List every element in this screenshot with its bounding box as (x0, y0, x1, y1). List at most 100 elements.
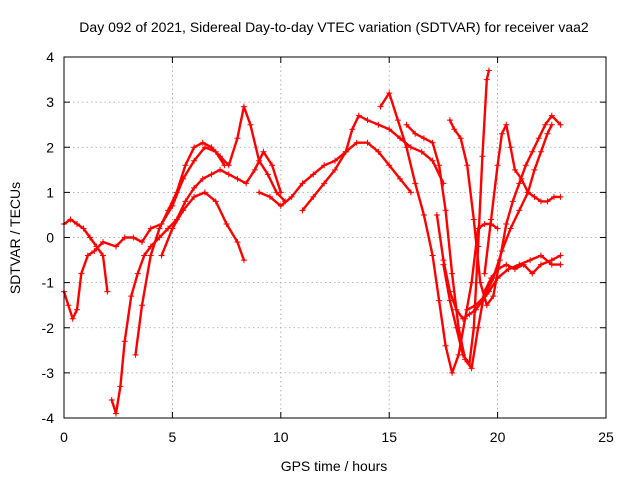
data-point (516, 261, 523, 268)
data-point (516, 207, 523, 214)
x-tick-label: 15 (381, 429, 397, 445)
data-point (128, 293, 135, 300)
y-tick-label: 3 (46, 94, 54, 110)
data-point (332, 157, 338, 164)
data-point (299, 207, 306, 214)
y-tick-label: -3 (42, 365, 55, 381)
data-series (61, 67, 564, 417)
data-point (69, 315, 76, 322)
data-point (375, 148, 382, 155)
data-point (557, 121, 564, 128)
data-point (442, 342, 449, 349)
series-line-4 (134, 105, 287, 356)
data-point (503, 121, 510, 128)
data-point (507, 225, 514, 232)
data-point (121, 234, 128, 241)
data-point (522, 162, 529, 169)
data-point (433, 211, 440, 218)
data-point (130, 234, 137, 241)
data-point (498, 130, 505, 137)
data-point (182, 198, 189, 205)
data-point (256, 189, 263, 196)
data-point (511, 166, 518, 173)
data-point (67, 216, 74, 223)
x-tick-label: 10 (273, 429, 289, 445)
series-line-1 (62, 218, 109, 293)
data-point (472, 302, 479, 309)
data-point (477, 279, 484, 286)
data-point (485, 67, 492, 74)
data-point (412, 130, 419, 137)
data-point (277, 202, 284, 209)
data-point (537, 198, 544, 205)
data-point (548, 112, 555, 119)
x-tick-label: 5 (169, 429, 177, 445)
data-point (542, 121, 549, 128)
data-point (466, 311, 473, 318)
data-point (449, 270, 456, 277)
data-point (299, 180, 306, 187)
x-tick-label: 25 (598, 429, 614, 445)
data-point (535, 135, 542, 142)
data-point (208, 144, 215, 151)
data-point (394, 117, 401, 124)
data-point (505, 266, 512, 273)
data-point (375, 121, 382, 128)
data-point (412, 180, 419, 187)
data-point (550, 193, 557, 200)
data-point (310, 171, 317, 178)
data-point (446, 297, 453, 304)
data-point (377, 103, 384, 110)
data-point (240, 103, 247, 110)
data-point (80, 225, 87, 232)
series-line-13 (466, 123, 553, 311)
data-point (182, 162, 189, 169)
data-point (470, 324, 477, 331)
data-point (449, 369, 456, 376)
data-point (260, 148, 267, 155)
y-tick-label: -4 (42, 410, 55, 426)
data-point (537, 148, 544, 155)
data-point (134, 270, 141, 277)
data-point (199, 175, 206, 182)
data-point (104, 288, 111, 295)
data-point (386, 90, 393, 97)
data-point (355, 112, 362, 119)
data-point (84, 252, 91, 259)
data-point (468, 365, 475, 372)
data-point (446, 117, 453, 124)
data-point (147, 252, 154, 259)
data-point (464, 162, 471, 169)
data-point (353, 139, 360, 146)
data-point (342, 148, 349, 155)
data-point (234, 239, 241, 246)
y-tick-label: 1 (46, 184, 54, 200)
chart-title: Day 092 of 2021, Sidereal Day-to-day VTE… (79, 19, 589, 35)
data-point (132, 351, 139, 358)
data-point (479, 153, 486, 160)
data-point (537, 252, 544, 259)
data-point (459, 351, 466, 358)
series-line-12 (448, 114, 562, 307)
data-point (386, 162, 393, 169)
data-point (208, 171, 215, 178)
data-point (518, 175, 525, 182)
x-tick-label: 20 (490, 429, 506, 445)
data-point (403, 121, 410, 128)
data-point (165, 207, 172, 214)
data-point (100, 252, 107, 259)
data-point (264, 171, 271, 178)
data-point (364, 117, 371, 124)
y-tick-label: -1 (42, 275, 55, 291)
series-line-14 (483, 123, 562, 275)
data-point (180, 207, 187, 214)
data-point (321, 162, 328, 169)
data-point (429, 157, 436, 164)
data-point (470, 216, 477, 223)
data-point (100, 239, 107, 246)
data-point (191, 157, 198, 164)
data-point (310, 193, 317, 200)
data-point (429, 252, 436, 259)
data-point (139, 239, 146, 246)
